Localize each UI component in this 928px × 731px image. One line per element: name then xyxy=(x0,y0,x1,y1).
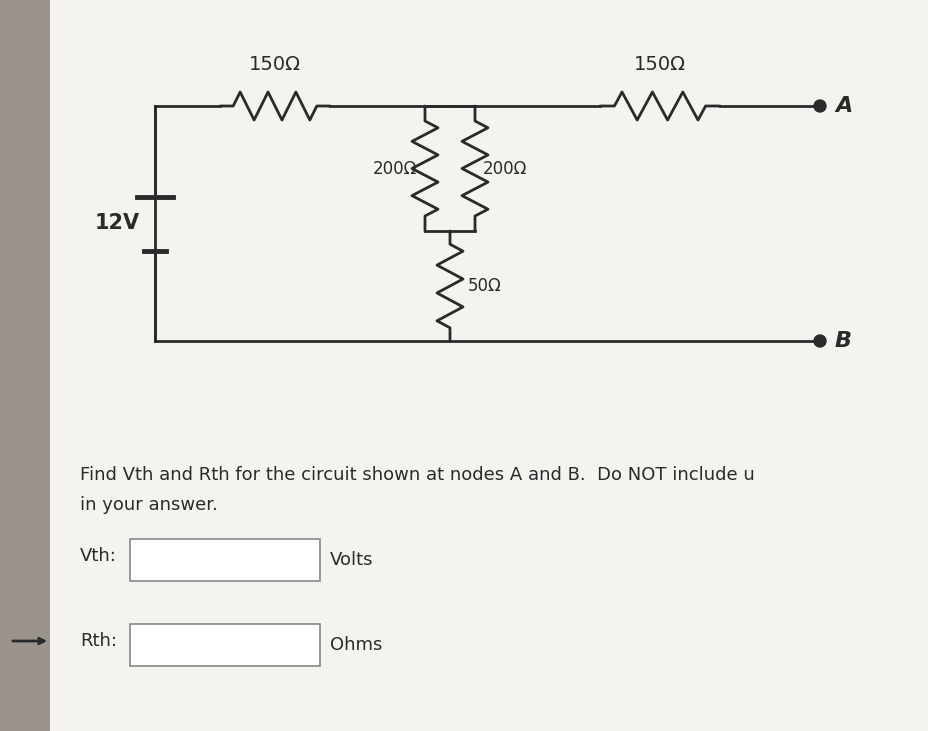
FancyBboxPatch shape xyxy=(130,539,319,581)
Text: Ohms: Ohms xyxy=(329,636,382,654)
Text: 150Ω: 150Ω xyxy=(633,55,685,74)
Text: 50Ω: 50Ω xyxy=(468,277,501,295)
Text: 200Ω: 200Ω xyxy=(372,159,417,178)
Text: A: A xyxy=(834,96,851,116)
Text: 200Ω: 200Ω xyxy=(483,159,527,178)
Text: 12V: 12V xyxy=(95,213,140,233)
Text: Find Vth and Rth for the circuit shown at nodes A and B.  Do NOT include u: Find Vth and Rth for the circuit shown a… xyxy=(80,466,754,484)
Text: Volts: Volts xyxy=(329,551,373,569)
Bar xyxy=(0,0,50,731)
Text: Rth:: Rth: xyxy=(80,632,117,650)
Text: B: B xyxy=(834,331,851,351)
Text: 150Ω: 150Ω xyxy=(249,55,301,74)
FancyBboxPatch shape xyxy=(130,624,319,666)
Text: Vth:: Vth: xyxy=(80,547,117,565)
Text: in your answer.: in your answer. xyxy=(80,496,218,514)
Circle shape xyxy=(813,335,825,347)
Circle shape xyxy=(813,100,825,112)
